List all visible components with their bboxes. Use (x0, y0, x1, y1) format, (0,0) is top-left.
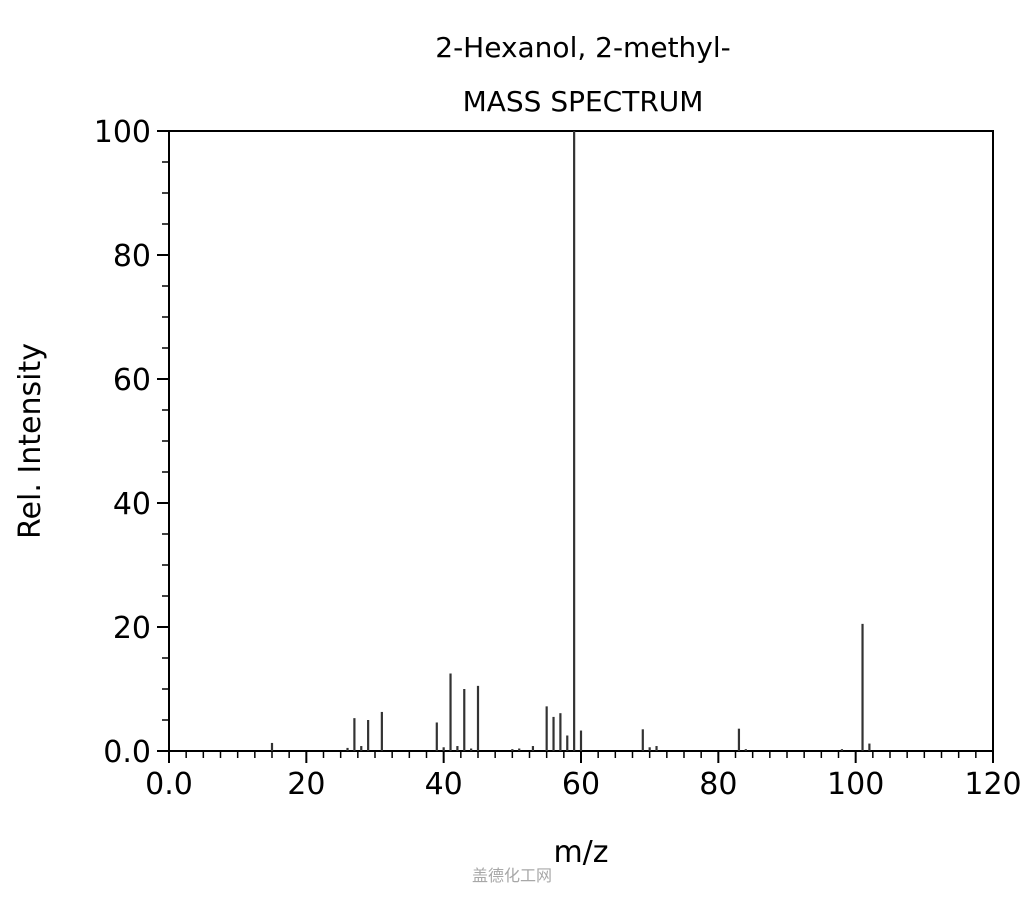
x-tick-label: 100 (827, 767, 884, 802)
x-tick-labels: 0.0 20 40 60 80 100 120 (145, 767, 1021, 802)
x-tick-label: 80 (699, 767, 737, 802)
y-tick-label: 40 (113, 487, 151, 522)
y-tick-label: 60 (113, 363, 151, 398)
x-tick-label: 0.0 (145, 767, 193, 802)
y-tick-label: 20 (113, 611, 151, 646)
x-tick-label: 120 (964, 767, 1021, 802)
watermark-text: 盖德化工网 (472, 866, 552, 885)
y-tick-labels: 0.0 20 40 60 80 100 (94, 115, 151, 770)
chart-subtitle: MASS SPECTRUM (463, 85, 704, 118)
chart-title: 2-Hexanol, 2-methyl- (435, 31, 731, 64)
x-tick-label: 60 (562, 767, 600, 802)
y-tick-label: 80 (113, 239, 151, 274)
x-axis-label: m/z (553, 835, 608, 870)
plot-frame (168, 130, 994, 752)
y-axis-label: Rel. Intensity (13, 343, 48, 539)
y-tick-label: 100 (94, 115, 151, 150)
axis-ticks (157, 130, 994, 763)
x-tick-label: 40 (425, 767, 463, 802)
y-tick-label: 0.0 (103, 735, 151, 770)
x-tick-label: 20 (287, 767, 325, 802)
spectrum-peaks (270, 131, 871, 751)
